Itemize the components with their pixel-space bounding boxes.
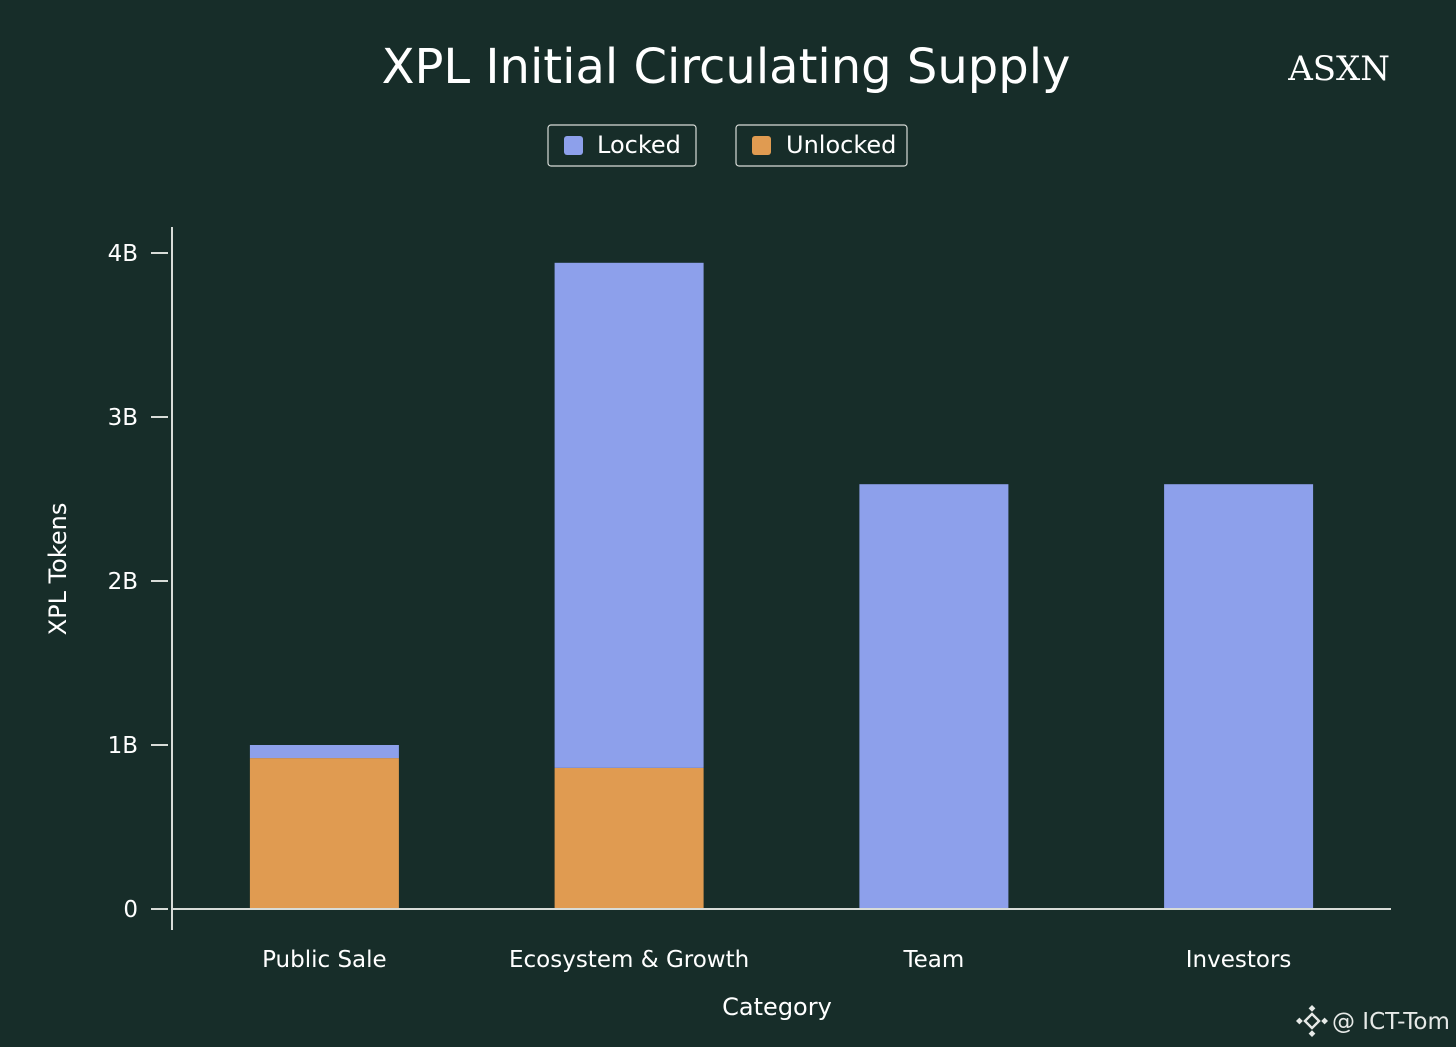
x-tick-label-ecosystem-and-growth: Ecosystem & Growth bbox=[509, 947, 749, 973]
x-tick-label-investors: Investors bbox=[1186, 947, 1292, 973]
bar-ecosystem-and-growth-unlocked[interactable] bbox=[554, 768, 704, 909]
y-tick-label-3: 3B bbox=[108, 405, 138, 431]
chart-title: XPL Initial Circulating Supply bbox=[382, 39, 1071, 95]
brand-logo-text: ASXN bbox=[1287, 49, 1390, 89]
bar-team-locked[interactable] bbox=[859, 484, 1009, 909]
x-tick-label-public-sale: Public Sale bbox=[262, 947, 387, 973]
legend-swatch-unlocked bbox=[752, 136, 771, 155]
y-tick-label-2: 2B bbox=[108, 569, 138, 595]
bar-ecosystem-and-growth-locked[interactable] bbox=[554, 262, 704, 768]
y-ticks-group: 0 1B 2B 3B 4B bbox=[108, 241, 168, 923]
y-tick-label-4: 4B bbox=[108, 241, 138, 267]
x-ticks-group: Public Sale Ecosystem & Growth Team Investo… bbox=[262, 947, 1291, 973]
legend-label-locked: Locked bbox=[597, 131, 681, 159]
legend: Locked Unlocked bbox=[547, 124, 908, 167]
y-tick-label-0: 0 bbox=[123, 897, 138, 923]
bar-public-sale-unlocked[interactable] bbox=[249, 758, 399, 909]
x-tick-label-team: Team bbox=[903, 947, 965, 973]
bar-investors-locked[interactable] bbox=[1164, 484, 1314, 909]
legend-label-unlocked: Unlocked bbox=[786, 131, 896, 159]
y-axis-label: XPL Tokens bbox=[44, 503, 72, 636]
legend-box-unlocked bbox=[735, 124, 908, 167]
legend-item-locked[interactable]: Locked bbox=[547, 124, 697, 167]
legend-swatch-locked bbox=[564, 136, 583, 155]
bar-public-sale-locked[interactable] bbox=[249, 745, 399, 759]
watermark-text: @ ICT-Tom bbox=[1332, 1009, 1450, 1035]
legend-box-locked bbox=[547, 124, 697, 167]
bars-group bbox=[249, 262, 1314, 909]
x-axis-label: Category bbox=[722, 993, 832, 1021]
watermark: @ ICT-Tom bbox=[1296, 1005, 1450, 1037]
legend-item-unlocked[interactable]: Unlocked bbox=[735, 124, 908, 167]
diamond-logo-icon bbox=[1296, 1005, 1328, 1037]
y-tick-label-1: 1B bbox=[108, 733, 138, 759]
